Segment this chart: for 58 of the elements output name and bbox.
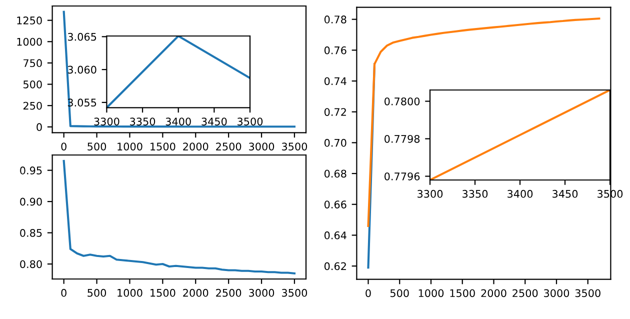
line-series	[62, 160, 296, 274]
x-tick-label: 1000	[118, 142, 142, 150]
x-tick-label: 2000	[481, 289, 506, 298]
x-tick-label: 1500	[150, 288, 176, 297]
x-tick-label: 3400	[166, 118, 191, 126]
x-tick-label: 2000	[183, 142, 208, 150]
x-tick-label: 1000	[118, 288, 142, 297]
x-tick-label: 2500	[216, 142, 242, 150]
y-tick-label: 0	[36, 123, 42, 132]
x-tick-label: 0	[366, 289, 371, 298]
x-tick-label: 3350	[130, 118, 156, 126]
x-tick-label: 3350	[462, 190, 488, 198]
x-tick-label: 2500	[216, 288, 242, 297]
x-tick-label: 3300	[94, 118, 120, 126]
x-tick-label: 500	[88, 142, 106, 150]
y-tick-label: 0.7800	[384, 97, 420, 106]
y-tick-label: 0.78	[324, 16, 346, 24]
x-tick-label: 2500	[512, 289, 538, 298]
y-tick-label: 0.80	[20, 260, 42, 268]
y-tick-label: 500	[24, 80, 42, 88]
y-tick-label: 250	[23, 102, 42, 110]
x-tick-label: 3500	[282, 142, 308, 150]
y-tick-label: 0.62	[324, 262, 346, 270]
x-tick-label: 0	[61, 288, 66, 297]
y-tick-label: 0.72	[324, 108, 346, 116]
y-tick-label: 0.95	[20, 166, 42, 174]
x-tick-label: 3400	[508, 190, 533, 198]
x-tick-label: 3000	[249, 288, 274, 297]
x-tick-label: 1500	[450, 289, 475, 298]
x-tick-label: 3450	[552, 190, 578, 198]
x-tick-label: 500	[88, 288, 106, 297]
x-tick-label: 3500	[575, 289, 600, 298]
y-tick-label: 0.68	[324, 170, 346, 178]
x-tick-label: 3500	[282, 288, 308, 297]
y-tick-label: 0.85	[20, 229, 42, 237]
x-tick-label: 0	[61, 142, 66, 150]
y-tick-label: 750	[24, 59, 42, 68]
y-tick-label: 1000	[17, 38, 42, 46]
y-tick-label: 0.76	[324, 46, 346, 54]
x-tick-label: 3000	[249, 142, 274, 150]
y-tick-label: 0.70	[324, 138, 346, 147]
x-tick-label: 3500	[238, 118, 263, 126]
y-tick-label: 1250	[17, 16, 42, 24]
x-tick-label: 1500	[150, 142, 176, 150]
y-tick-label: 0.7796	[384, 172, 420, 180]
y-tick-label: 0.64	[324, 231, 346, 240]
y-tick-label: 0.74	[324, 77, 346, 86]
x-tick-label: 3450	[202, 118, 227, 126]
x-tick-label: 3300	[418, 190, 443, 198]
line-series	[62, 10, 296, 128]
y-tick-label: 0.90	[20, 198, 42, 206]
y-tick-label: 3.060	[68, 66, 96, 74]
y-tick-label: 0.7798	[384, 134, 420, 143]
y-tick-label: 0.66	[324, 200, 346, 208]
y-tick-label: 3.065	[68, 32, 96, 41]
x-tick-label: 2000	[183, 288, 208, 297]
x-tick-label: 1000	[418, 289, 444, 298]
x-tick-label: 3000	[544, 289, 570, 298]
